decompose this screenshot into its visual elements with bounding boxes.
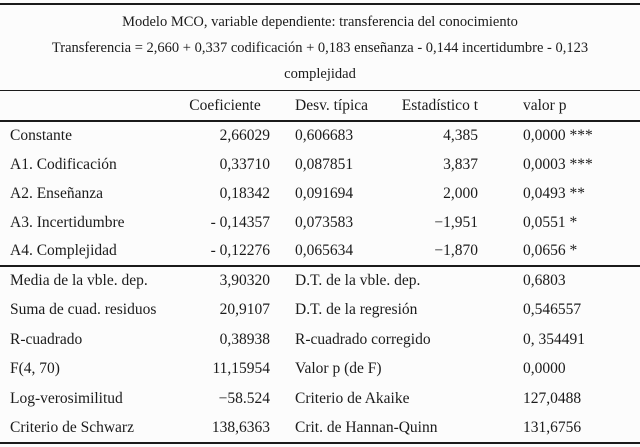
summary-label-right: Crit. de Hannan-Quinn (295, 418, 438, 436)
summary-row: Media de la vble. dep. 3,90320 D.T. de l… (0, 266, 640, 296)
summary-row: Criterio de Schwarz 138,6363 Crit. de Ha… (0, 414, 640, 444)
t-statistic-value: 2,000 (443, 184, 478, 202)
table-header-block: Modelo MCO, variable dependiente: transf… (0, 3, 640, 91)
summary-value-right: 0,0000 (523, 360, 566, 378)
p-value: 0,0656 * (523, 242, 578, 259)
coefficient-value: 0,18342 (219, 184, 270, 202)
summary-label-left: Media de la vble. dep. (10, 272, 148, 290)
summary-value-left: 0,38938 (219, 330, 270, 348)
column-header-row: Coeficiente Desv. típica Estadístico t v… (0, 91, 640, 121)
summary-label-left: Log-verosimilitud (10, 389, 123, 407)
p-value: 0,0551 * (523, 213, 578, 231)
summary-label-right: D.T. de la vble. dep. (295, 272, 421, 290)
summary-label-left: Criterio de Schwarz (10, 418, 134, 436)
summary-value-left: 11,15954 (212, 360, 270, 378)
t-statistic-value: −1,870 (434, 242, 478, 259)
summary-value-right: 0,6803 (523, 272, 566, 290)
summary-value-left: 20,9107 (219, 301, 270, 319)
coefficient-value: - 0,12276 (210, 242, 270, 259)
summary-value-right: 0, 354491 (523, 330, 585, 348)
column-header-coeficiente: Coeficiente (189, 96, 261, 114)
summary-value-left: 3,90320 (219, 272, 270, 290)
summary-value-right: 127,0488 (523, 389, 582, 407)
coefficient-row: A4. Complejidad - 0,12276 0,065634 −1,87… (0, 237, 640, 266)
t-statistic-value: 3,837 (443, 155, 478, 173)
coefficient-value: 0,33710 (219, 155, 270, 173)
summary-row: Log-verosimilitud −58.524 Criterio de Ak… (0, 384, 640, 414)
summary-label-left: R-cuadrado (10, 330, 83, 348)
table-title: Modelo MCO, variable dependiente: transf… (122, 14, 518, 30)
row-label: A3. Incertidumbre (10, 213, 125, 231)
t-statistic-value: 4,385 (443, 127, 478, 144)
std-error-value: 0,091694 (295, 184, 354, 202)
coefficient-value: - 0,14357 (210, 213, 270, 231)
summary-label-right: Valor p (de F) (295, 360, 382, 378)
regression-equation-line-1: Transferencia = 2,660 + 0,337 codificaci… (51, 40, 589, 56)
std-error-value: 0,073583 (295, 213, 354, 231)
std-error-value: 0,065634 (295, 242, 354, 259)
p-value: 0,0000 *** (523, 127, 593, 144)
summary-value-right: 0,546557 (523, 301, 582, 319)
summary-label-left: F(4, 70) (10, 360, 60, 378)
summary-value-left: 138,6363 (211, 418, 270, 436)
t-statistic-value: −1,951 (434, 213, 478, 231)
row-label: A4. Complejidad (10, 242, 117, 259)
row-label: A2. Enseñanza (10, 184, 103, 202)
summary-label-right: R-cuadrado corregido (295, 330, 431, 348)
summary-value-left: −58.524 (218, 389, 270, 407)
column-header-valor-p: valor p (523, 96, 567, 114)
row-label: A1. Codificación (10, 155, 117, 173)
column-header-empty (0, 91, 180, 121)
summary-value-right: 131,6756 (523, 418, 582, 436)
summary-row: R-cuadrado 0,38938 R-cuadrado corregido … (0, 325, 640, 355)
summary-label-left: Suma de cuad. residuos (10, 301, 157, 319)
summary-row: Suma de cuad. residuos 20,9107 D.T. de l… (0, 296, 640, 326)
summary-label-right: Criterio de Akaike (295, 389, 410, 407)
summary-row: F(4, 70) 11,15954 Valor p (de F) 0,0000 (0, 355, 640, 385)
std-error-value: 0,606683 (295, 127, 354, 144)
column-header-desv-tipica: Desv. típica (295, 96, 369, 114)
column-header-estadistico-t: Estadístico t (401, 96, 478, 114)
summary-label-right: D.T. de la regresión (295, 301, 418, 319)
coefficient-row: A1. Codificación 0,33710 0,087851 3,837 … (0, 150, 640, 179)
coefficient-row: A2. Enseñanza 0,18342 0,091694 2,000 0,0… (0, 179, 640, 208)
statistics-table: Coeficiente Desv. típica Estadístico t v… (0, 91, 640, 444)
row-label: Constante (10, 127, 72, 144)
coefficient-row: Constante 2,66029 0,606683 4,385 0,0000 … (0, 121, 640, 150)
regression-equation-line-2: complejidad (284, 66, 356, 82)
p-value: 0,0003 *** (523, 155, 593, 173)
coefficient-row: A3. Incertidumbre - 0,14357 0,073583 −1,… (0, 208, 640, 237)
coefficient-value: 2,66029 (219, 127, 270, 144)
std-error-value: 0,087851 (295, 155, 354, 173)
p-value: 0,0493 ** (523, 184, 585, 202)
